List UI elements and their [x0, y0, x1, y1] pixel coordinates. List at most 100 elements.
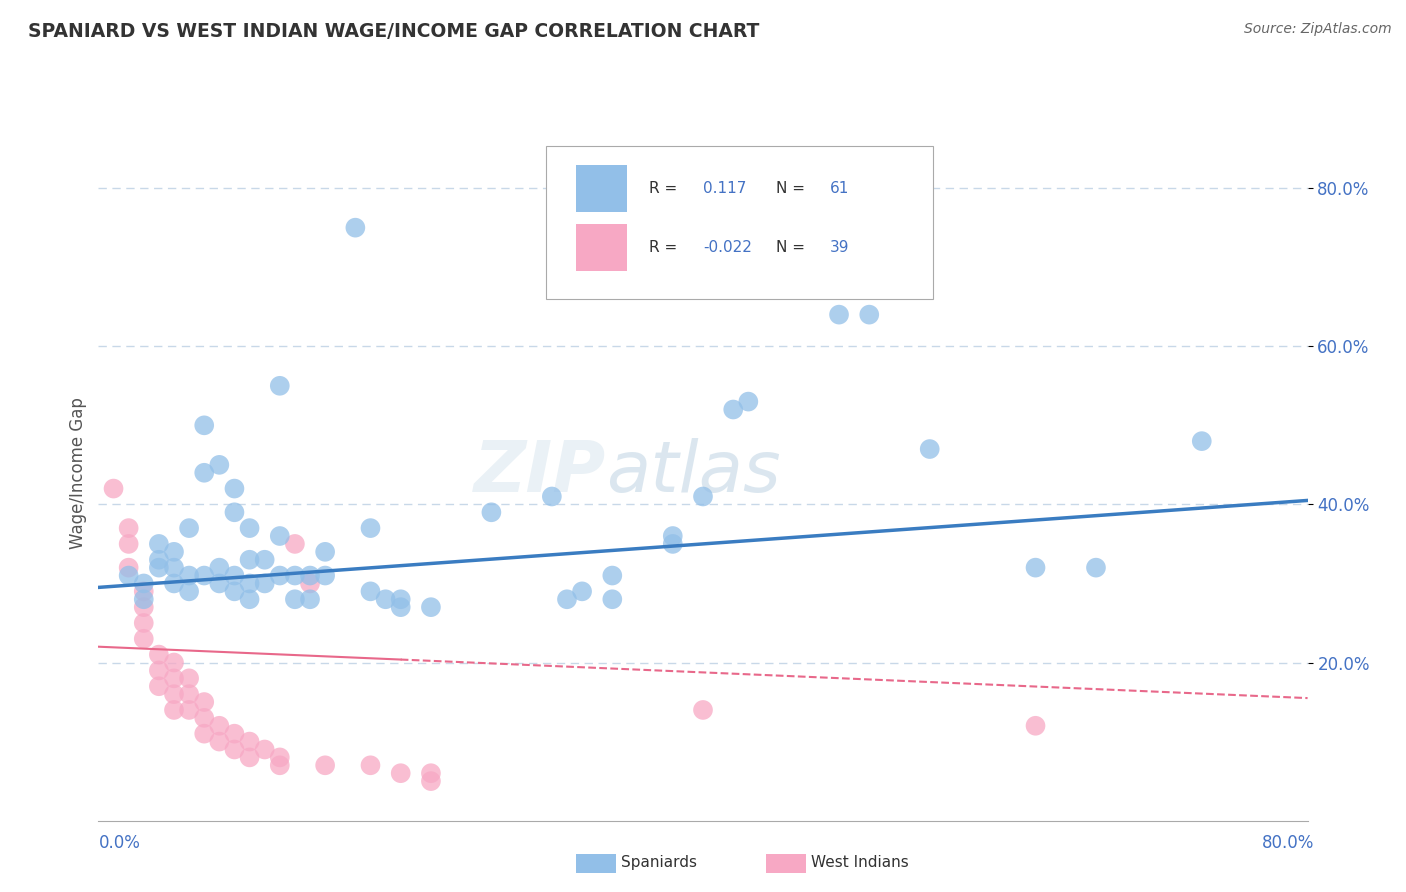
- Text: Source: ZipAtlas.com: Source: ZipAtlas.com: [1244, 22, 1392, 37]
- Point: [360, 584, 382, 599]
- Point: [148, 552, 170, 567]
- Point: [224, 505, 246, 519]
- Point: [314, 545, 336, 559]
- Point: [132, 632, 155, 646]
- Point: [602, 592, 624, 607]
- FancyBboxPatch shape: [546, 145, 932, 299]
- Point: [540, 490, 562, 504]
- Text: 0.0%: 0.0%: [98, 834, 141, 852]
- Point: [239, 576, 262, 591]
- Point: [208, 576, 231, 591]
- Text: Spaniards: Spaniards: [621, 855, 697, 870]
- Bar: [576, 224, 627, 271]
- Point: [269, 750, 291, 764]
- Text: R =: R =: [648, 181, 676, 195]
- Point: [253, 742, 276, 756]
- Point: [389, 766, 412, 780]
- Point: [132, 615, 155, 630]
- Point: [481, 505, 503, 519]
- Point: [208, 734, 231, 748]
- Point: [692, 703, 714, 717]
- Point: [118, 537, 141, 551]
- Text: 61: 61: [830, 181, 849, 195]
- Point: [193, 726, 215, 740]
- Point: [163, 671, 186, 685]
- Point: [284, 568, 307, 582]
- Point: [314, 568, 336, 582]
- Point: [177, 584, 201, 599]
- Point: [661, 529, 683, 543]
- Point: [284, 537, 307, 551]
- Point: [555, 592, 578, 607]
- Point: [419, 600, 441, 615]
- Point: [208, 458, 231, 472]
- Point: [284, 592, 307, 607]
- Text: N =: N =: [776, 181, 804, 195]
- Point: [193, 466, 215, 480]
- Point: [148, 664, 170, 678]
- Point: [118, 560, 141, 574]
- Point: [208, 560, 231, 574]
- Point: [299, 592, 322, 607]
- Point: [148, 679, 170, 693]
- Text: 0.117: 0.117: [703, 181, 747, 195]
- Point: [299, 576, 322, 591]
- Point: [193, 568, 215, 582]
- Point: [193, 418, 215, 433]
- Point: [118, 568, 141, 582]
- Text: 39: 39: [830, 240, 849, 255]
- Text: 80.0%: 80.0%: [1263, 834, 1315, 852]
- Point: [177, 568, 201, 582]
- Point: [177, 521, 201, 535]
- Point: [269, 758, 291, 772]
- Point: [1191, 434, 1213, 449]
- Point: [269, 568, 291, 582]
- Point: [419, 774, 441, 789]
- Point: [737, 394, 759, 409]
- Point: [163, 703, 186, 717]
- Text: -0.022: -0.022: [703, 240, 752, 255]
- Point: [269, 529, 291, 543]
- Point: [253, 552, 276, 567]
- Point: [299, 568, 322, 582]
- Point: [208, 719, 231, 733]
- Point: [148, 560, 170, 574]
- Point: [163, 687, 186, 701]
- Point: [177, 671, 201, 685]
- Point: [239, 592, 262, 607]
- Point: [163, 576, 186, 591]
- Point: [571, 584, 593, 599]
- Point: [918, 442, 941, 456]
- Point: [602, 568, 624, 582]
- Point: [148, 648, 170, 662]
- Point: [692, 490, 714, 504]
- Point: [344, 220, 367, 235]
- Text: SPANIARD VS WEST INDIAN WAGE/INCOME GAP CORRELATION CHART: SPANIARD VS WEST INDIAN WAGE/INCOME GAP …: [28, 22, 759, 41]
- Point: [132, 584, 155, 599]
- Text: ZIP: ZIP: [474, 438, 606, 508]
- Point: [1085, 560, 1108, 574]
- Point: [239, 552, 262, 567]
- Point: [389, 600, 412, 615]
- Text: R =: R =: [648, 240, 676, 255]
- Point: [132, 576, 155, 591]
- Point: [269, 378, 291, 392]
- Point: [163, 656, 186, 670]
- Point: [132, 600, 155, 615]
- Point: [103, 482, 125, 496]
- Point: [163, 545, 186, 559]
- Point: [661, 537, 683, 551]
- Point: [389, 592, 412, 607]
- Point: [828, 308, 851, 322]
- Text: N =: N =: [776, 240, 804, 255]
- Point: [224, 584, 246, 599]
- Point: [148, 537, 170, 551]
- Point: [193, 695, 215, 709]
- Point: [360, 758, 382, 772]
- Point: [858, 308, 880, 322]
- Point: [224, 568, 246, 582]
- Point: [239, 734, 262, 748]
- Text: West Indians: West Indians: [811, 855, 910, 870]
- Point: [224, 726, 246, 740]
- Point: [239, 750, 262, 764]
